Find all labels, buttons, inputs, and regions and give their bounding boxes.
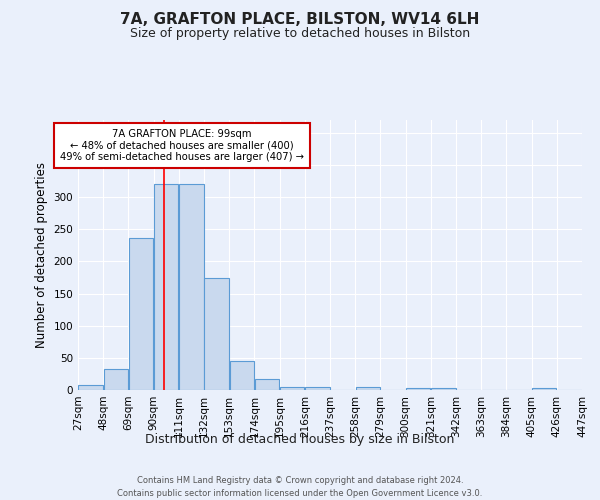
Bar	[230, 361, 254, 390]
Bar	[431, 388, 455, 390]
Bar	[255, 379, 279, 390]
Bar	[305, 387, 329, 390]
Text: Distribution of detached houses by size in Bilston: Distribution of detached houses by size …	[145, 432, 455, 446]
Y-axis label: Number of detached properties: Number of detached properties	[35, 162, 48, 348]
Text: Contains public sector information licensed under the Open Government Licence v3: Contains public sector information licen…	[118, 489, 482, 498]
Bar	[154, 184, 178, 390]
Bar	[129, 238, 153, 390]
Bar	[205, 278, 229, 390]
Bar	[406, 388, 430, 390]
Text: 7A GRAFTON PLACE: 99sqm
← 48% of detached houses are smaller (400)
49% of semi-d: 7A GRAFTON PLACE: 99sqm ← 48% of detache…	[60, 129, 304, 162]
Text: Contains HM Land Registry data © Crown copyright and database right 2024.: Contains HM Land Registry data © Crown c…	[137, 476, 463, 485]
Bar	[532, 388, 556, 390]
Text: Size of property relative to detached houses in Bilston: Size of property relative to detached ho…	[130, 28, 470, 40]
Text: 7A, GRAFTON PLACE, BILSTON, WV14 6LH: 7A, GRAFTON PLACE, BILSTON, WV14 6LH	[121, 12, 479, 28]
Bar	[104, 370, 128, 390]
Bar	[79, 385, 103, 390]
Bar	[280, 387, 304, 390]
Bar	[356, 387, 380, 390]
Bar	[179, 184, 203, 390]
